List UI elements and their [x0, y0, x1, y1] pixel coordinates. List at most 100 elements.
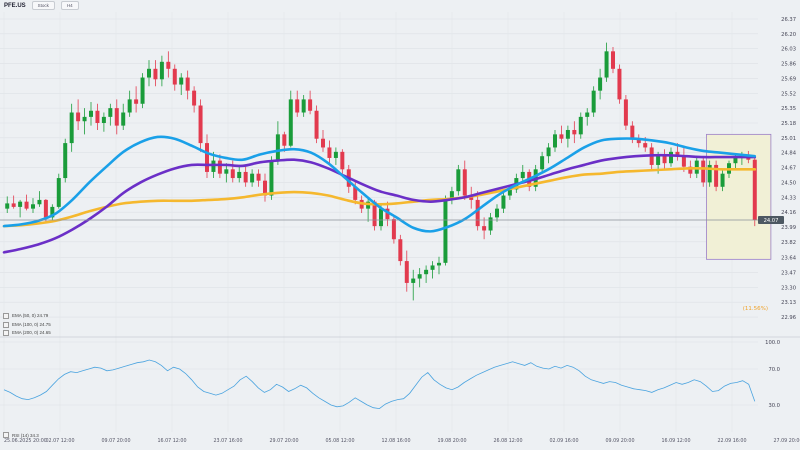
legend-checkbox-icon[interactable] [3, 432, 9, 438]
price-tick-label: 24.33 [781, 195, 796, 201]
candle-body [675, 151, 680, 157]
legend-ema-3-label: EMA (200, 0) 24.65 [12, 330, 51, 335]
candle [540, 151, 545, 174]
candle-body [333, 151, 338, 158]
candle-body [243, 171, 248, 183]
time-tick-label: 25.06.2025 20:00 [4, 438, 47, 444]
candle-body [147, 68, 151, 78]
candle-body [179, 77, 184, 85]
time-tick-label: 26.08 12:00 [493, 438, 522, 444]
candle [256, 169, 261, 187]
candle [701, 156, 706, 187]
candle-body [166, 61, 171, 69]
time-tick-label: 29.07 20:00 [269, 438, 298, 444]
candle [520, 164, 525, 183]
candle-body [752, 159, 757, 221]
candle-body [553, 134, 557, 148]
candle-body [24, 201, 29, 209]
candle [469, 186, 474, 209]
time-tick-label: 02.07 12:00 [45, 438, 74, 444]
candle-body [211, 160, 216, 172]
candle-body [275, 134, 280, 161]
candle-body [656, 156, 661, 165]
candle [604, 42, 609, 82]
candle [205, 134, 209, 179]
candle-body [572, 129, 577, 135]
legend-ema-2[interactable]: EMA (100, 0) 24.75 [3, 321, 51, 330]
candle-body [604, 51, 609, 78]
candle [140, 73, 145, 109]
price-tick-label: 23.64 [781, 256, 797, 262]
candle-body [43, 199, 48, 218]
candle [24, 194, 29, 211]
legend-ema-3[interactable]: EMA (200, 0) 24.65 [3, 329, 51, 338]
price-tick-label: 23.82 [781, 240, 796, 246]
candle-body [507, 189, 512, 196]
legend-checkbox-icon[interactable] [3, 330, 9, 337]
candle [495, 204, 499, 222]
candle [263, 173, 267, 202]
candle [301, 95, 306, 117]
timeframe-select[interactable]: H4 [60, 1, 79, 10]
rsi-line [3, 359, 756, 410]
candle [411, 269, 416, 301]
time-tick-label: 19.08 20:00 [437, 438, 466, 444]
candle-body [488, 217, 493, 231]
candle-body [230, 169, 235, 179]
candle [546, 143, 551, 164]
candle [598, 68, 603, 100]
candle [482, 217, 487, 240]
instrument-type-select[interactable]: Stock [31, 1, 55, 10]
candle [424, 265, 429, 283]
candle [559, 125, 564, 144]
candle [669, 147, 673, 167]
candle [63, 138, 68, 183]
candle-body [733, 157, 738, 164]
candle [172, 64, 177, 91]
candle [250, 169, 255, 187]
ema-100-line [2, 153, 757, 254]
candle-body [192, 90, 197, 106]
candle-body [449, 191, 454, 200]
candle-body [263, 180, 267, 196]
candle-body [224, 169, 229, 174]
candle-body [701, 160, 706, 183]
candle-body [301, 99, 306, 113]
chart-header: PFE.US Stock H4 [4, 1, 79, 10]
candle-body [437, 262, 441, 266]
candle [437, 256, 441, 275]
time-tick-label: 12.08 16:00 [381, 438, 410, 444]
price-tick-label: 22.96 [781, 315, 796, 321]
candle [501, 191, 506, 214]
candle-body [707, 164, 712, 183]
price-tick-label: 25.35 [781, 106, 796, 112]
candle [488, 213, 493, 235]
candle-body [598, 77, 603, 91]
rsi-legend[interactable]: RSI (14) 34.3 [3, 432, 39, 438]
legend-checkbox-icon[interactable] [3, 313, 9, 320]
candle [224, 163, 229, 183]
price-tick-label: 23.13 [781, 300, 796, 306]
rsi-legend-label: RSI (14) 34.3 [12, 432, 39, 438]
candle [114, 99, 119, 135]
candle-body [11, 203, 16, 207]
ema-200-line [2, 167, 757, 228]
candle-body [95, 110, 100, 123]
candle [720, 169, 725, 192]
legend-checkbox-icon[interactable] [3, 321, 9, 328]
time-tick-label: 09.07 20:00 [101, 438, 130, 444]
current-price-badge [758, 216, 784, 225]
candle-body [237, 171, 242, 179]
candle-body [391, 219, 396, 240]
rsi-tick-label: 100.0 [765, 340, 780, 346]
legend-ema-1[interactable]: EMA (50, 0) 24.79 [3, 312, 51, 321]
candle [101, 112, 106, 132]
candle [18, 199, 23, 218]
candle-body [18, 201, 23, 207]
time-tick-label: 22.09 16:00 [717, 438, 746, 444]
candle-body [69, 112, 74, 144]
candle-body [353, 186, 358, 200]
price-tick-label: 24.67 [781, 166, 796, 172]
rsi-tick-label: 30.0 [768, 403, 780, 409]
candle [185, 70, 190, 100]
